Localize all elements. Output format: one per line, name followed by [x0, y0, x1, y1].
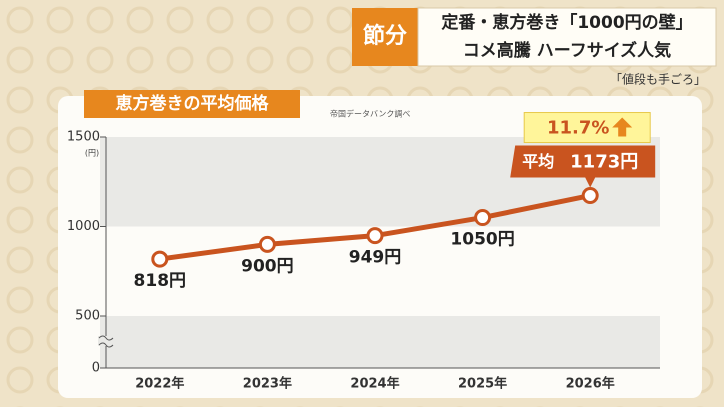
headline: コメ高騰 ハーフサイズ人気	[463, 40, 671, 61]
y-unit: (円)	[85, 149, 99, 158]
y-tick-label: 1500	[67, 130, 100, 145]
x-tick-label: 2025年	[458, 376, 507, 392]
y-tick-label: 0	[92, 361, 100, 376]
tag-box	[352, 8, 418, 66]
x-tick-label: 2022年	[135, 376, 184, 392]
value-label: 818円	[134, 271, 187, 291]
change-label: 11.7%	[547, 118, 609, 139]
tag: 節分	[363, 23, 407, 49]
highlight-prefix: 平均	[522, 152, 554, 171]
grid-band	[100, 316, 660, 368]
point	[151, 250, 169, 268]
x-tick-label: 2024年	[350, 376, 399, 392]
value-label: 1173円	[570, 152, 638, 173]
source: 帝国データバンク調べ	[330, 109, 410, 119]
value-label: 949円	[349, 248, 402, 268]
value-label: 1050円	[450, 230, 514, 250]
x-tick-label: 2026年	[566, 376, 615, 392]
point	[258, 235, 276, 253]
callout	[510, 145, 656, 188]
point	[581, 187, 599, 205]
point	[366, 227, 384, 245]
headline-box	[417, 7, 717, 67]
axis-break	[98, 335, 114, 348]
sub-caption: 「値段も手ごろ」	[610, 72, 706, 87]
x-tick-label: 2023年	[243, 376, 292, 392]
y-tick-label: 1000	[67, 219, 100, 234]
y-tick-label: 500	[75, 309, 100, 324]
chart-title: 恵方巻きの平均価格	[116, 93, 270, 114]
title-box	[84, 90, 300, 118]
up-arrow	[612, 117, 633, 137]
point	[474, 209, 492, 227]
plot: 0 500 1000 1500 2022年 2023年 2024年 2025年 2026年 818…	[67, 112, 660, 392]
axis-break-gap	[98, 336, 114, 346]
value-label: 900円	[241, 256, 294, 276]
headline: 定番・恵方巻き「1000円の壁」	[441, 12, 692, 33]
